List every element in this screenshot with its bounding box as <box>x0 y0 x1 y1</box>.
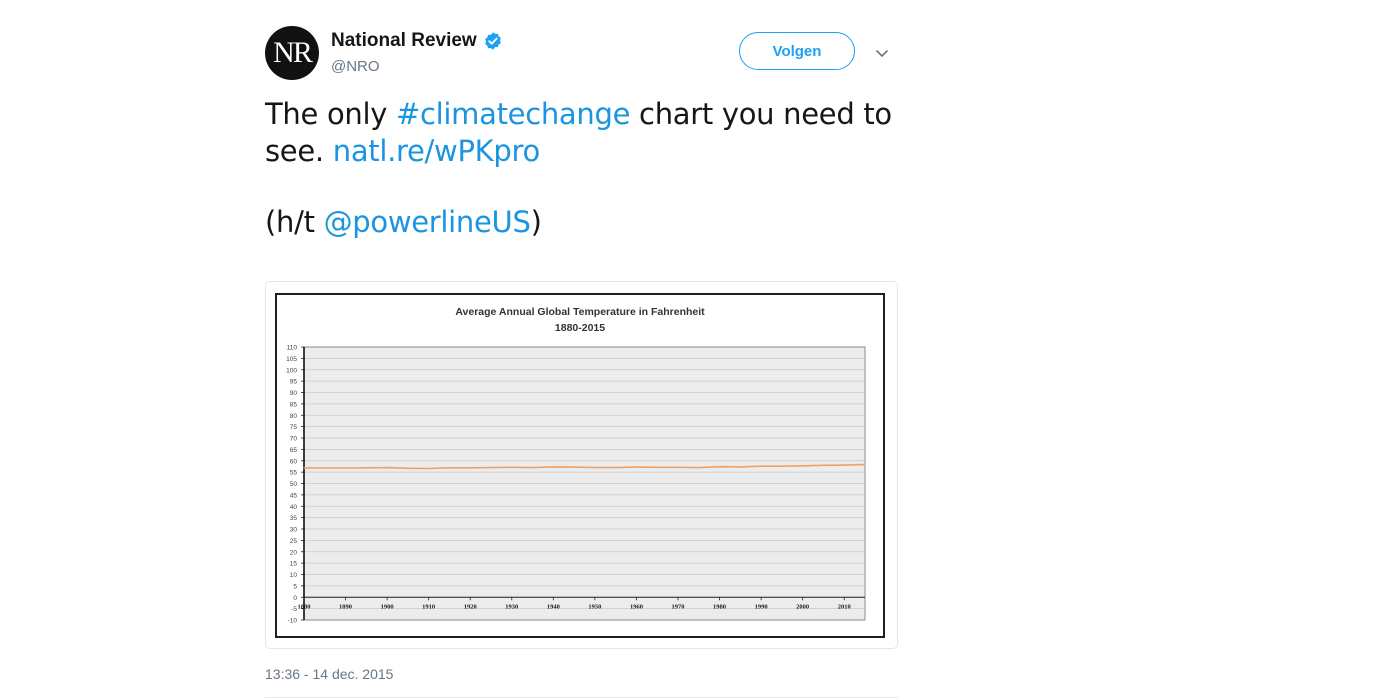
account-handle[interactable]: @NRO <box>331 58 380 75</box>
chart-title: Average Annual Global Temperature in Fah… <box>455 306 705 318</box>
avatar-logo: NR <box>273 36 313 69</box>
data-point <box>531 466 534 469</box>
chart-frame: Average Annual Global Temperature in Fah… <box>275 293 885 638</box>
y-tick-label: 35 <box>290 515 298 522</box>
x-tick-label: 1950 <box>588 603 601 610</box>
data-point <box>615 466 617 469</box>
y-tick-label: -5 <box>291 606 297 613</box>
y-tick-label: 25 <box>290 538 298 545</box>
y-tick-label: 60 <box>290 458 298 465</box>
data-point <box>324 467 326 469</box>
data-point <box>573 466 575 468</box>
tweet-line-1: The only #climatechange chart you need t… <box>265 96 892 133</box>
y-tick-label: 110 <box>287 345 298 352</box>
y-tick-label: 95 <box>290 379 298 386</box>
divider <box>265 697 898 698</box>
y-tick-label: 80 <box>290 413 298 420</box>
data-point <box>843 464 845 466</box>
y-tick-label: 45 <box>290 492 298 499</box>
data-point <box>552 466 554 468</box>
verified-badge-icon <box>484 32 501 50</box>
data-point <box>365 467 367 469</box>
y-tick-label: 105 <box>286 356 297 363</box>
avatar[interactable]: NR <box>265 26 319 80</box>
account-name-row[interactable]: National Review <box>331 30 503 52</box>
y-tick-label: 30 <box>290 527 298 534</box>
data-point <box>428 467 430 470</box>
tweet-text-segment: (h/t <box>265 205 324 239</box>
x-tick-label: 1960 <box>630 603 643 610</box>
temperature-chart: Average Annual Global Temperature in Fah… <box>286 306 866 625</box>
x-tick-label: 1910 <box>422 603 435 610</box>
y-tick-label: 55 <box>290 470 298 477</box>
x-tick-label: 1900 <box>381 603 394 610</box>
mention-link[interactable]: @powerlineUS <box>323 205 531 239</box>
y-tick-label: 20 <box>290 549 298 556</box>
data-point <box>822 464 825 466</box>
data-point <box>802 465 804 467</box>
data-point <box>511 466 513 468</box>
x-tick-label: 1920 <box>464 603 477 610</box>
chart-subtitle: 1880-2015 <box>555 322 605 334</box>
y-tick-label: 5 <box>293 583 297 590</box>
y-tick-label: 100 <box>286 367 297 374</box>
tweet-text-segment: chart you need to <box>630 97 892 131</box>
x-tick-label: 1970 <box>672 603 685 610</box>
data-point <box>594 466 596 469</box>
x-tick-label: 2010 <box>838 603 851 610</box>
data-point <box>864 464 866 466</box>
hashtag-link[interactable]: #climatechange <box>396 97 631 131</box>
tweet-text-segment: The only <box>265 97 397 131</box>
x-tick-label: 2000 <box>796 603 809 610</box>
follow-button[interactable]: Volgen <box>739 32 855 70</box>
y-tick-label: 70 <box>290 436 298 443</box>
chevron-down-icon[interactable] <box>875 46 889 60</box>
data-point <box>448 467 451 469</box>
data-point <box>386 466 388 469</box>
tweet-text-segment: see. <box>265 134 333 168</box>
series-line <box>303 463 866 470</box>
y-tick-label: 10 <box>290 572 298 579</box>
data-point <box>739 466 741 468</box>
x-tick-label: 1990 <box>755 603 768 610</box>
data-point <box>718 466 721 468</box>
y-tick-label: 50 <box>290 481 298 488</box>
data-point <box>490 466 492 469</box>
data-point <box>656 466 658 468</box>
data-point <box>760 465 762 467</box>
y-tick-label: -10 <box>288 618 298 625</box>
y-tick-label: 85 <box>290 401 298 408</box>
tweet-text-segment: ) <box>530 205 542 239</box>
tweet-blank-line <box>265 170 885 204</box>
url-link[interactable]: natl.re/wPKpro <box>332 134 540 168</box>
data-point <box>781 465 783 467</box>
x-tick-label: 1980 <box>713 603 726 610</box>
data-point <box>469 467 471 469</box>
x-tick-label: 1930 <box>505 603 518 610</box>
data-point <box>635 466 638 468</box>
data-point <box>677 466 679 468</box>
data-point <box>407 467 409 469</box>
x-tick-label: 1880 <box>298 603 311 610</box>
data-point <box>303 467 305 469</box>
y-tick-label: 75 <box>290 424 298 431</box>
y-tick-label: 15 <box>290 561 298 568</box>
media-image[interactable]: Average Annual Global Temperature in Fah… <box>265 281 898 649</box>
y-tick-label: 40 <box>290 504 298 511</box>
data-point <box>344 467 347 469</box>
display-name[interactable]: National Review <box>331 30 477 51</box>
x-tick-label: 1890 <box>339 603 352 610</box>
x-tick-label: 1940 <box>547 603 560 610</box>
tweet-timestamp[interactable]: 13:36 - 14 dec. 2015 <box>265 666 394 682</box>
tweet-text: The only #climatechange chart you need t… <box>265 96 892 241</box>
tweet: NR National Review @NRO Volgen The only … <box>265 0 898 700</box>
y-tick-label: 65 <box>290 447 298 454</box>
y-tick-label: 0 <box>293 595 297 602</box>
tweet-line-2: see. natl.re/wPKpro <box>265 133 885 170</box>
y-tick-label: 90 <box>290 390 298 397</box>
tweet-line-3: (h/t @powerlineUS) <box>265 204 885 241</box>
data-point <box>698 466 700 469</box>
